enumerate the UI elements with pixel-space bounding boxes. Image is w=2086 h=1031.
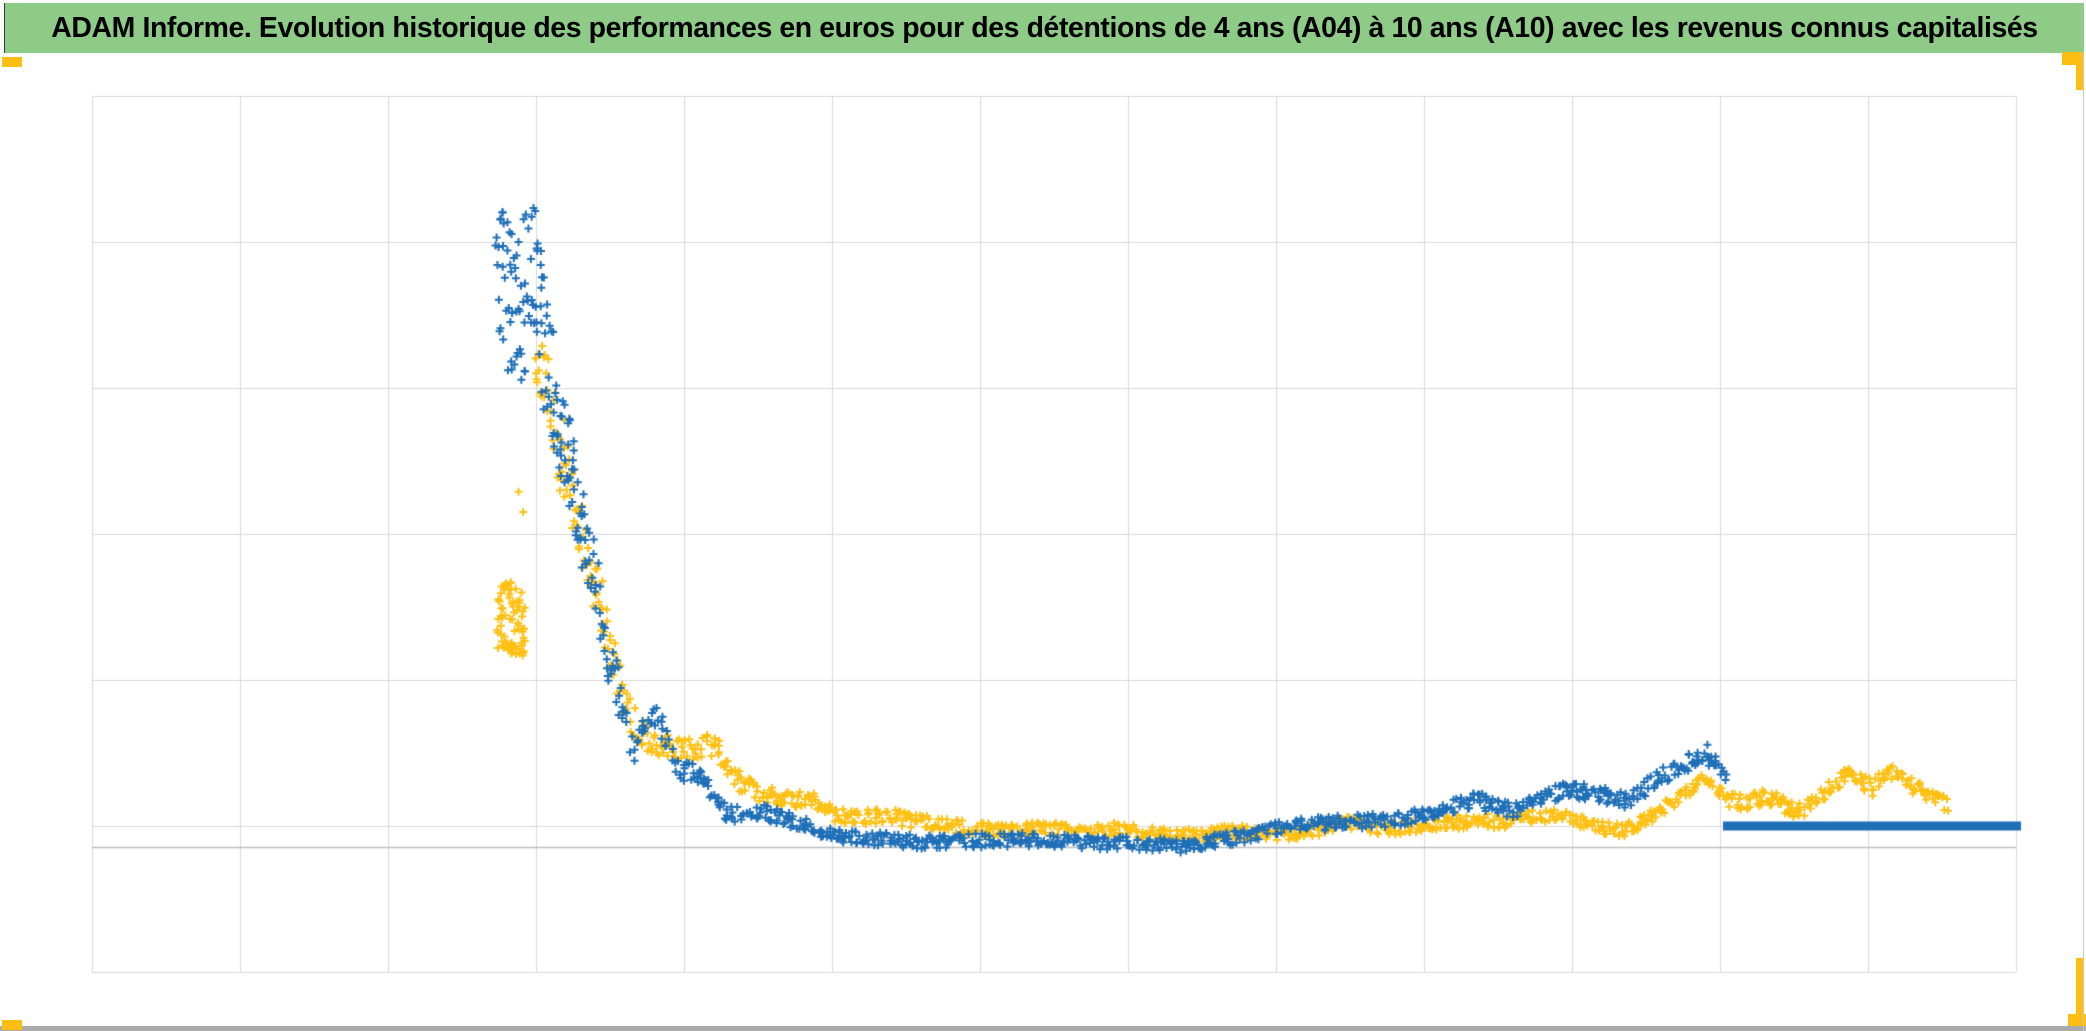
corner-accent-bottom-right-foot (2068, 1014, 2086, 1028)
footer-bar (0, 1026, 2086, 1031)
window-right-edge (2083, 53, 2084, 1031)
corner-accent-top-left (2, 57, 22, 67)
corner-accent-top-right-vertical (2076, 52, 2083, 90)
corner-accent-bottom-left (2, 1020, 22, 1030)
corner-accent-bottom-right-vertical (2076, 958, 2083, 1020)
